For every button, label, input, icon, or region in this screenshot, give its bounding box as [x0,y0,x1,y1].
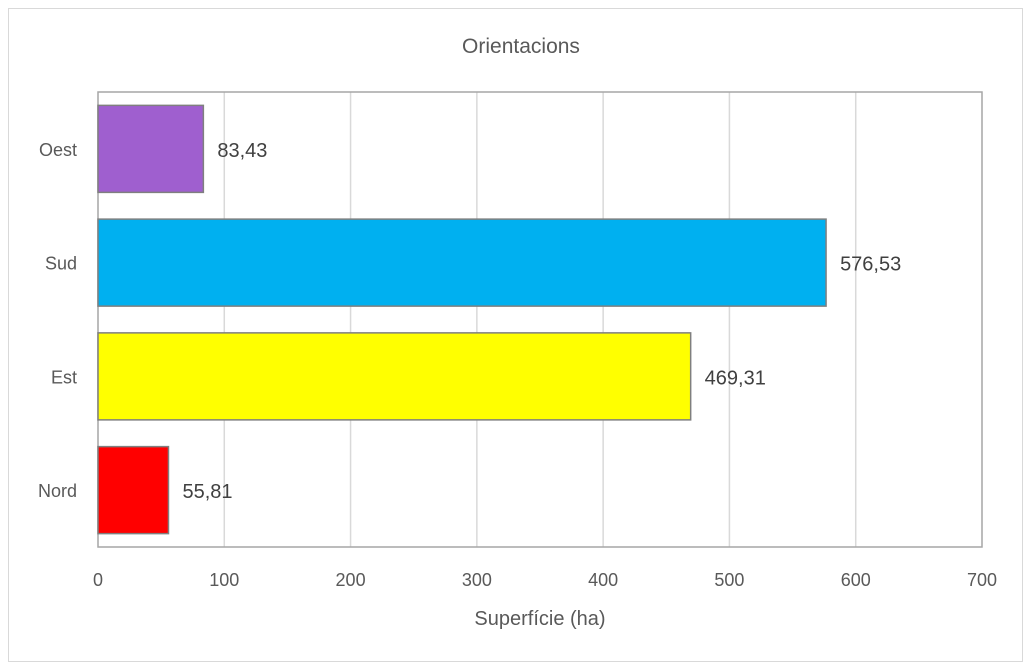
data-labels: 55,81 469,31 576,53 83,43 [182,140,901,503]
x-axis-title: Superfície (ha) [474,608,605,630]
chart-title: Orientacions [462,35,580,58]
data-label: 576,53 [840,254,901,276]
x-tick-label: 700 [967,570,997,590]
x-tick-label: 200 [336,570,366,590]
bar-sud [97,218,827,307]
data-label: 55,81 [182,481,232,503]
bar-oest [97,104,205,194]
x-tick-label: 0 [93,570,103,590]
gridlines [223,92,857,547]
plot-area [97,91,983,548]
x-tick-label: 400 [588,570,618,590]
x-tick-label: 100 [209,570,239,590]
y-tick-label: Est [51,367,77,387]
x-tick-label: 300 [462,570,492,590]
y-tick-label: Nord [38,481,77,501]
bar-est [97,332,692,421]
x-tick-label: 600 [841,570,871,590]
data-label: 469,31 [705,367,766,389]
bar-nord [97,445,170,535]
y-tick-label: Oest [39,140,77,160]
y-axis-labels: Nord Est Sud Oest [38,140,77,501]
y-tick-label: Sud [45,254,77,274]
x-axis-labels: 0 100 200 300 400 500 600 700 [93,570,997,590]
bars [97,104,827,535]
data-label: 83,43 [217,140,267,162]
x-tick-label: 500 [714,570,744,590]
